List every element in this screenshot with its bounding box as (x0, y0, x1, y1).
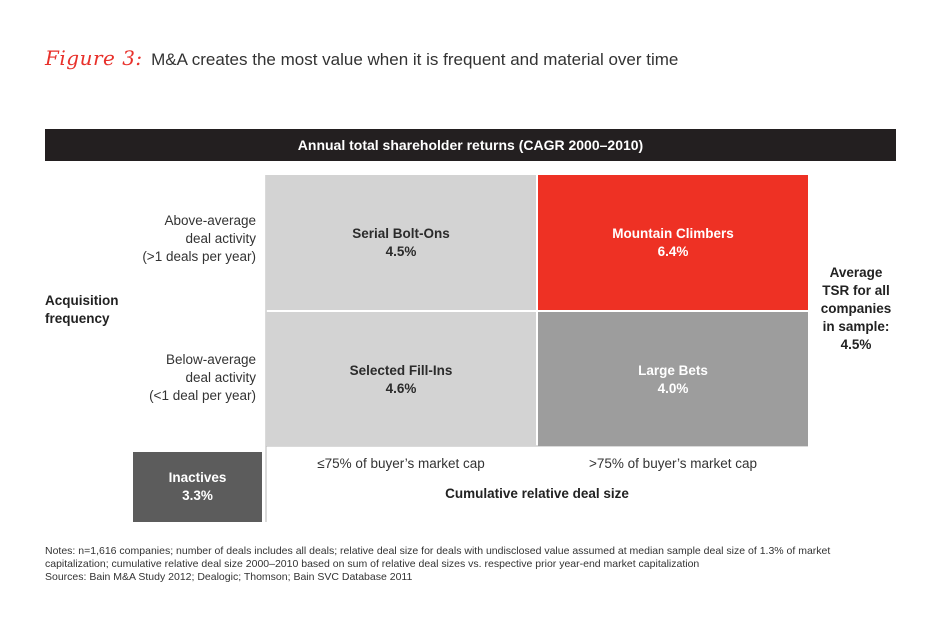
row-label-line: deal activity (185, 231, 256, 246)
notes-line: Notes: n=1,616 companies; number of deal… (45, 545, 831, 557)
average-line: in sample: (822, 319, 890, 334)
cell-name: Inactives (168, 470, 227, 485)
cell-inactives: Inactives 3.3% (133, 452, 262, 522)
cell-name: Selected Fill-Ins (349, 363, 453, 378)
row-label-line: Above-average (164, 213, 256, 228)
row-label-above-average: Above-average deal activity (>1 deals pe… (142, 212, 256, 266)
sources-line: Sources: Bain M&A Study 2012; Dealogic; … (45, 571, 413, 583)
cell-value-label: 6.4% (657, 244, 689, 259)
row-label-line: deal activity (185, 370, 256, 385)
cell-large-bets: Large Bets 4.0% (538, 312, 808, 446)
cell-value-label: 4.0% (657, 381, 689, 396)
figure-title: Figure 3: M&A creates the most value whe… (45, 46, 678, 70)
row-label-line: (<1 deal per year) (149, 388, 256, 403)
average-line: TSR for all (822, 283, 890, 298)
cell-name: Serial Bolt-Ons (352, 226, 450, 241)
column-label-large: >75% of buyer’s market cap (589, 456, 757, 471)
notes: Notes: n=1,616 companies; number of deal… (45, 545, 905, 584)
row-label-below-average: Below-average deal activity (<1 deal per… (149, 351, 256, 405)
average-line: Average (829, 265, 883, 280)
cell-name: Mountain Climbers (612, 226, 734, 241)
cell-value-label: 3.3% (182, 488, 213, 503)
column-label-small: ≤75% of buyer’s market cap (317, 456, 485, 471)
cell-name: Large Bets (638, 363, 708, 378)
cell-mountain-climbers: Mountain Climbers 6.4% (538, 175, 808, 310)
average-tsr-note: Average TSR for all companies in sample:… (812, 264, 900, 354)
x-axis-label: Cumulative relative deal size (445, 486, 629, 501)
row-label-line: Below-average (165, 352, 256, 367)
y-axis-label: Acquisition frequency (45, 293, 119, 326)
average-line: companies (820, 301, 892, 316)
figure-label: Figure 3: (45, 46, 143, 70)
figure-title-text: M&A creates the most value when it is fr… (151, 50, 679, 69)
cell-value-label: 4.5% (385, 244, 417, 259)
cell-selected-fill-ins: Selected Fill-Ins 4.6% (266, 312, 536, 446)
header-bar: Annual total shareholder returns (CAGR 2… (45, 129, 896, 161)
cell-value-label: 4.6% (385, 381, 417, 396)
notes-line: capitalization; cumulative relative deal… (45, 558, 700, 570)
row-label-line: (>1 deals per year) (142, 249, 256, 264)
cell-serial-bolt-ons: Serial Bolt-Ons 4.5% (266, 175, 536, 310)
average-value: 4.5% (840, 337, 872, 352)
